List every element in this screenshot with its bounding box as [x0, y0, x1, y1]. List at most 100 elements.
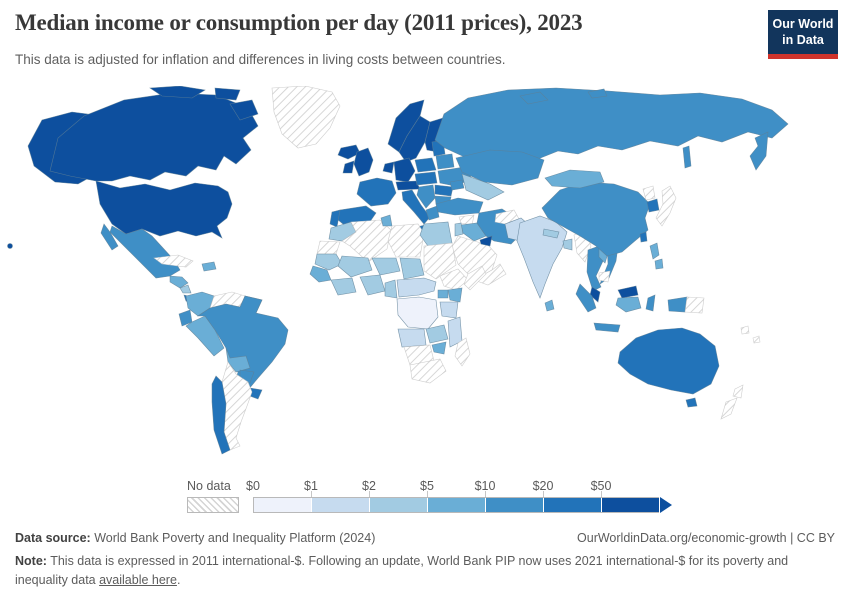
map-region-zimbabwe[interactable] — [431, 341, 447, 355]
map-region-guatemala-honduras[interactable] — [169, 275, 189, 289]
map-region-canada[interactable] — [49, 92, 259, 182]
map-region-uae[interactable] — [479, 235, 493, 247]
map-region-zambia[interactable] — [425, 324, 449, 344]
map-region-egypt[interactable] — [419, 221, 453, 247]
map-region-sri-lanka[interactable] — [544, 299, 555, 312]
map-region-mexico[interactable] — [109, 225, 181, 279]
map-region-mongolia[interactable] — [544, 169, 605, 189]
map-region-caucasus[interactable] — [449, 179, 465, 191]
legend-bin-swatch[interactable] — [312, 498, 370, 512]
map-region-nigeria[interactable] — [359, 274, 386, 296]
map-region-drc[interactable] — [396, 296, 439, 330]
map-region-nicaragua[interactable] — [179, 284, 192, 294]
map-region-greenland[interactable] — [271, 86, 341, 149]
map-region-germany[interactable] — [393, 157, 416, 183]
map-region-france[interactable] — [356, 177, 397, 207]
map-region-ireland[interactable] — [342, 160, 355, 174]
map-region-niger[interactable] — [371, 257, 401, 276]
map-region-uk[interactable] — [353, 147, 374, 177]
map-region-tunisia[interactable] — [380, 214, 393, 227]
map-region-benelux[interactable] — [382, 161, 395, 174]
map-region-philippines-north[interactable] — [649, 242, 660, 260]
map-region-italy[interactable] — [401, 189, 431, 225]
map-region-japan[interactable] — [655, 185, 677, 227]
map-region-uruguay[interactable] — [249, 387, 263, 400]
map-region-tasmania[interactable] — [685, 397, 698, 408]
map-region-western-sahara[interactable] — [316, 240, 341, 255]
map-region-malaysia-peninsula[interactable] — [589, 286, 601, 303]
map-region-yemen-oman[interactable] — [473, 263, 507, 286]
map-region-sulawesi[interactable] — [645, 294, 656, 312]
legend-no-data-swatch[interactable] — [187, 497, 239, 513]
map-region-philippines-south[interactable] — [654, 258, 664, 270]
map-region-chile[interactable] — [211, 375, 231, 455]
map-region-balkans[interactable] — [416, 184, 436, 209]
legend-bin-swatch[interactable] — [254, 498, 312, 512]
map-region-romania[interactable] — [434, 184, 454, 197]
map-region-brazil[interactable] — [197, 295, 289, 397]
map-region-baffin[interactable] — [229, 99, 259, 121]
map-region-pacific-island-1[interactable] — [740, 325, 750, 335]
map-region-new-zealand-north[interactable] — [732, 384, 744, 399]
legend-bin-swatch[interactable] — [370, 498, 428, 512]
map-region-pacific-island-2[interactable] — [752, 335, 761, 344]
map-region-libya[interactable] — [387, 223, 425, 258]
map-region-new-zealand-south[interactable] — [720, 397, 738, 420]
map-region-arctic-ru[interactable] — [587, 88, 608, 99]
map-region-greece[interactable] — [425, 205, 440, 221]
map-region-kenya[interactable] — [447, 287, 463, 303]
map-region-hawaii[interactable] — [7, 243, 13, 249]
map-region-india[interactable] — [516, 215, 568, 299]
map-region-cuba[interactable] — [153, 254, 194, 268]
map-region-madagascar[interactable] — [454, 337, 471, 367]
map-region-mali[interactable] — [337, 255, 373, 278]
map-region-ethiopia[interactable] — [439, 268, 469, 291]
map-region-belarus[interactable] — [435, 153, 455, 170]
legend-bin-swatch[interactable] — [544, 498, 602, 512]
map-region-north-korea[interactable] — [642, 185, 656, 201]
map-region-portugal[interactable] — [329, 209, 341, 228]
map-region-west-papua[interactable] — [667, 296, 688, 313]
map-region-czech-hungary[interactable] — [414, 171, 438, 186]
legend-tick — [485, 491, 486, 497]
legend-bin-swatch[interactable] — [428, 498, 486, 512]
map-region-arctic-islands-2[interactable] — [214, 87, 241, 101]
map-region-cameroon-gabon[interactable] — [384, 279, 398, 299]
map-region-novaya-zemlya[interactable] — [519, 91, 549, 105]
map-region-sakhalin[interactable] — [682, 145, 692, 169]
map-region-mauritania[interactable] — [314, 253, 343, 271]
map-region-kamchatka[interactable] — [749, 131, 769, 171]
map-region-tanzania[interactable] — [439, 301, 459, 319]
map-region-iceland[interactable] — [337, 144, 361, 160]
map-region-sudan[interactable] — [423, 242, 457, 280]
map-region-baja[interactable] — [100, 223, 119, 251]
map-region-somalia[interactable] — [463, 265, 487, 291]
map-region-nepal[interactable] — [542, 228, 560, 239]
map-region-chad[interactable] — [399, 257, 425, 280]
map-region-arctic-islands[interactable] — [149, 86, 206, 99]
map-region-central-asia[interactable] — [461, 173, 505, 201]
note-link[interactable]: available here — [99, 572, 177, 587]
map-region-central-african-republic[interactable] — [396, 277, 437, 298]
map-region-bangladesh[interactable] — [562, 238, 573, 251]
legend-bin-swatch[interactable] — [486, 498, 544, 512]
map-region-australia[interactable] — [617, 327, 720, 395]
map-region-taiwan[interactable] — [639, 231, 648, 243]
map-region-jordan-israel[interactable] — [454, 222, 464, 237]
legend-bin-swatch[interactable] — [602, 498, 659, 512]
map-region-south-korea[interactable] — [646, 198, 660, 213]
map-region-papua-new-guinea[interactable] — [684, 296, 705, 314]
map-region-south-africa[interactable] — [409, 358, 447, 384]
map-region-guinea-coast[interactable] — [330, 277, 357, 296]
map-region-hispaniola[interactable] — [201, 261, 217, 272]
map-region-senegal[interactable] — [309, 265, 332, 283]
map-region-angola[interactable] — [397, 328, 427, 348]
map-region-malaysia-borneo[interactable] — [617, 285, 639, 299]
map-region-kalimantan[interactable] — [615, 296, 642, 313]
map-region-cambodia[interactable] — [598, 270, 611, 283]
map-region-uganda[interactable] — [437, 289, 449, 299]
map-region-sumatra[interactable] — [575, 283, 597, 313]
map-region-java[interactable] — [593, 322, 621, 333]
map-region-poland[interactable] — [414, 157, 437, 173]
map-region-kazakhstan[interactable] — [455, 149, 545, 186]
